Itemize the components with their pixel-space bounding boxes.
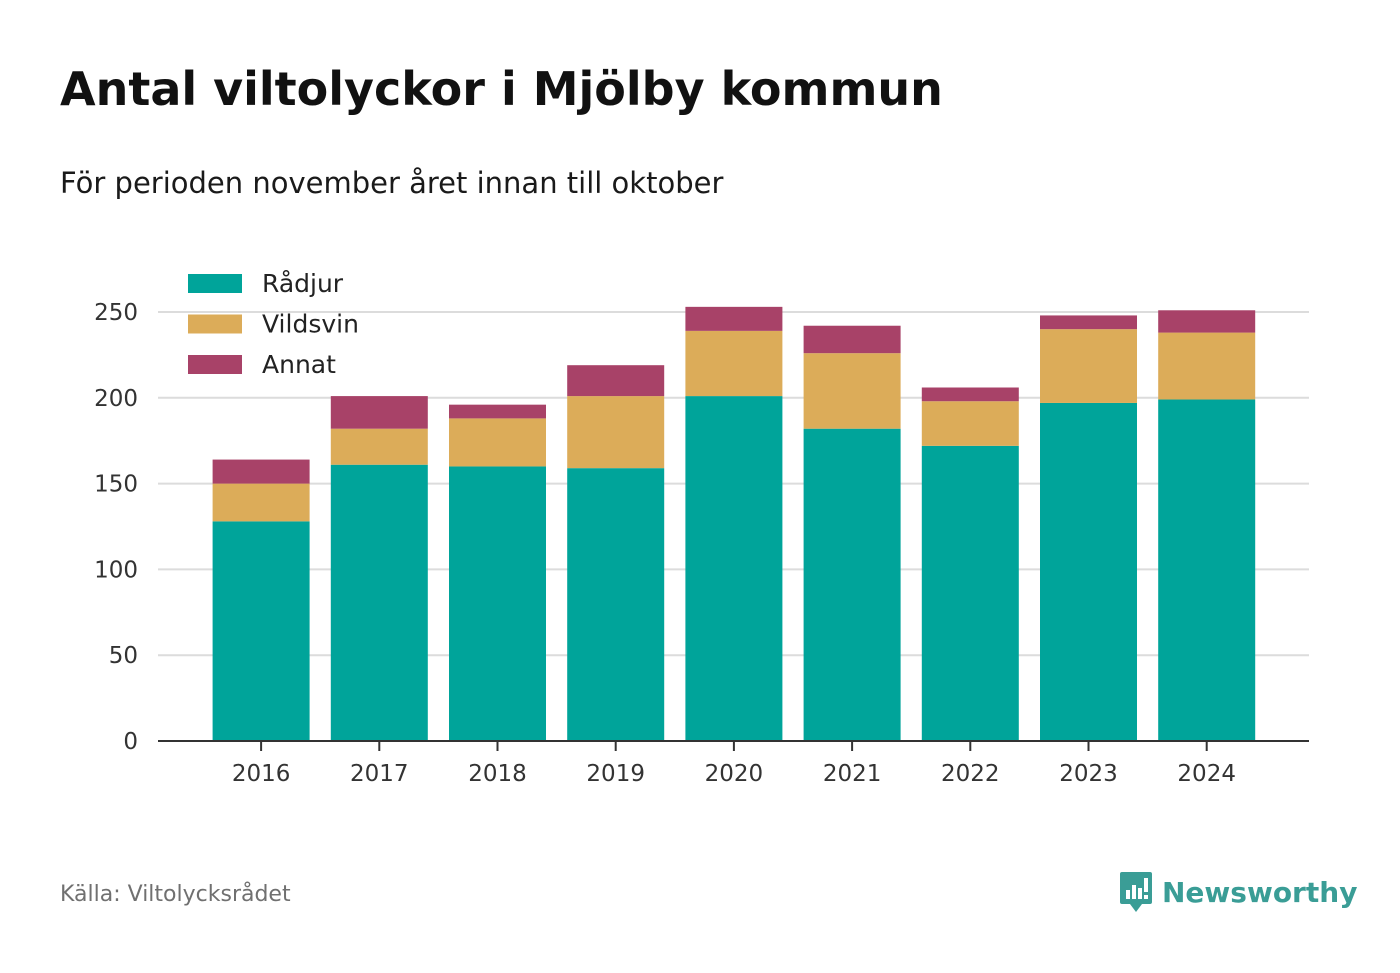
bar-segment <box>449 404 546 419</box>
x-tick-label: 2017 <box>350 761 409 787</box>
bar-segment <box>685 330 783 397</box>
bar-segment <box>1158 310 1256 333</box>
bar-segment <box>567 365 665 397</box>
legend-label: Rådjur <box>262 269 344 298</box>
x-tick-label: 2020 <box>705 761 764 787</box>
x-tick-label: 2022 <box>941 761 1000 787</box>
bar-segment <box>1040 402 1137 741</box>
bar-segment <box>567 396 665 469</box>
bar-segment <box>1040 315 1137 330</box>
legend: Rådjur Vildsvin Annat <box>188 269 359 379</box>
bar-segment <box>1040 329 1137 403</box>
bar-segment <box>803 353 901 429</box>
bar-segment <box>330 396 428 429</box>
bar-segment <box>1158 332 1256 400</box>
x-tick-label: 2018 <box>468 761 527 787</box>
bar-segment <box>921 387 1019 402</box>
x-tick-label: 2021 <box>823 761 882 787</box>
bar-segment <box>921 401 1019 446</box>
x-tick-label: 2019 <box>586 761 645 787</box>
legend-swatch <box>188 274 242 293</box>
bar-segment <box>921 445 1019 741</box>
bar-segment <box>449 418 546 467</box>
y-tick-label: 250 <box>94 300 138 326</box>
chart-title: Antal viltolyckor i Mjölby kommun <box>60 62 943 116</box>
bars <box>212 306 1256 741</box>
y-tick-label: 200 <box>94 386 138 412</box>
bar-segment <box>1158 399 1256 741</box>
x-tick-label: 2024 <box>1177 761 1236 787</box>
legend-label: Annat <box>262 350 336 379</box>
newsworthy-logo: Newsworthy <box>1118 870 1357 914</box>
brand-name: Newsworthy <box>1162 875 1358 909</box>
y-tick-label: 50 <box>109 643 138 669</box>
source-note: Källa: Viltolycksrådet <box>60 882 291 907</box>
legend-label: Vildsvin <box>262 310 359 339</box>
chart-subtitle: För perioden november året innan till ok… <box>60 166 724 200</box>
x-tick-label: 2023 <box>1059 761 1118 787</box>
y-tick-label: 150 <box>94 472 138 498</box>
bar-segment <box>212 483 310 522</box>
bar-segment <box>803 428 901 741</box>
stacked-bar-chart: 0 50 100 150 200 250 2016 2017 2018 2019 2020 2021… <box>94 269 1309 787</box>
bar-segment <box>567 468 665 741</box>
y-tick-label: 100 <box>94 557 138 583</box>
bar-segment <box>330 464 428 741</box>
bar-segment <box>212 459 310 484</box>
bar-segment <box>330 428 428 465</box>
bar-segment <box>685 306 783 331</box>
x-tick-labels: 2016 2017 2018 2019 2020 2021 2022 2023 2024 <box>232 741 1236 787</box>
y-tick-label: 0 <box>123 729 138 755</box>
bar-segment <box>449 466 546 741</box>
bar-segment <box>803 325 901 354</box>
newsworthy-logo-icon <box>1120 872 1152 912</box>
legend-swatch <box>188 355 242 374</box>
bar-segment <box>685 396 783 741</box>
legend-swatch <box>188 314 242 334</box>
x-tick-label: 2016 <box>232 761 291 787</box>
bar-segment <box>212 521 310 741</box>
y-tick-labels: 0 50 100 150 200 250 <box>94 300 138 755</box>
